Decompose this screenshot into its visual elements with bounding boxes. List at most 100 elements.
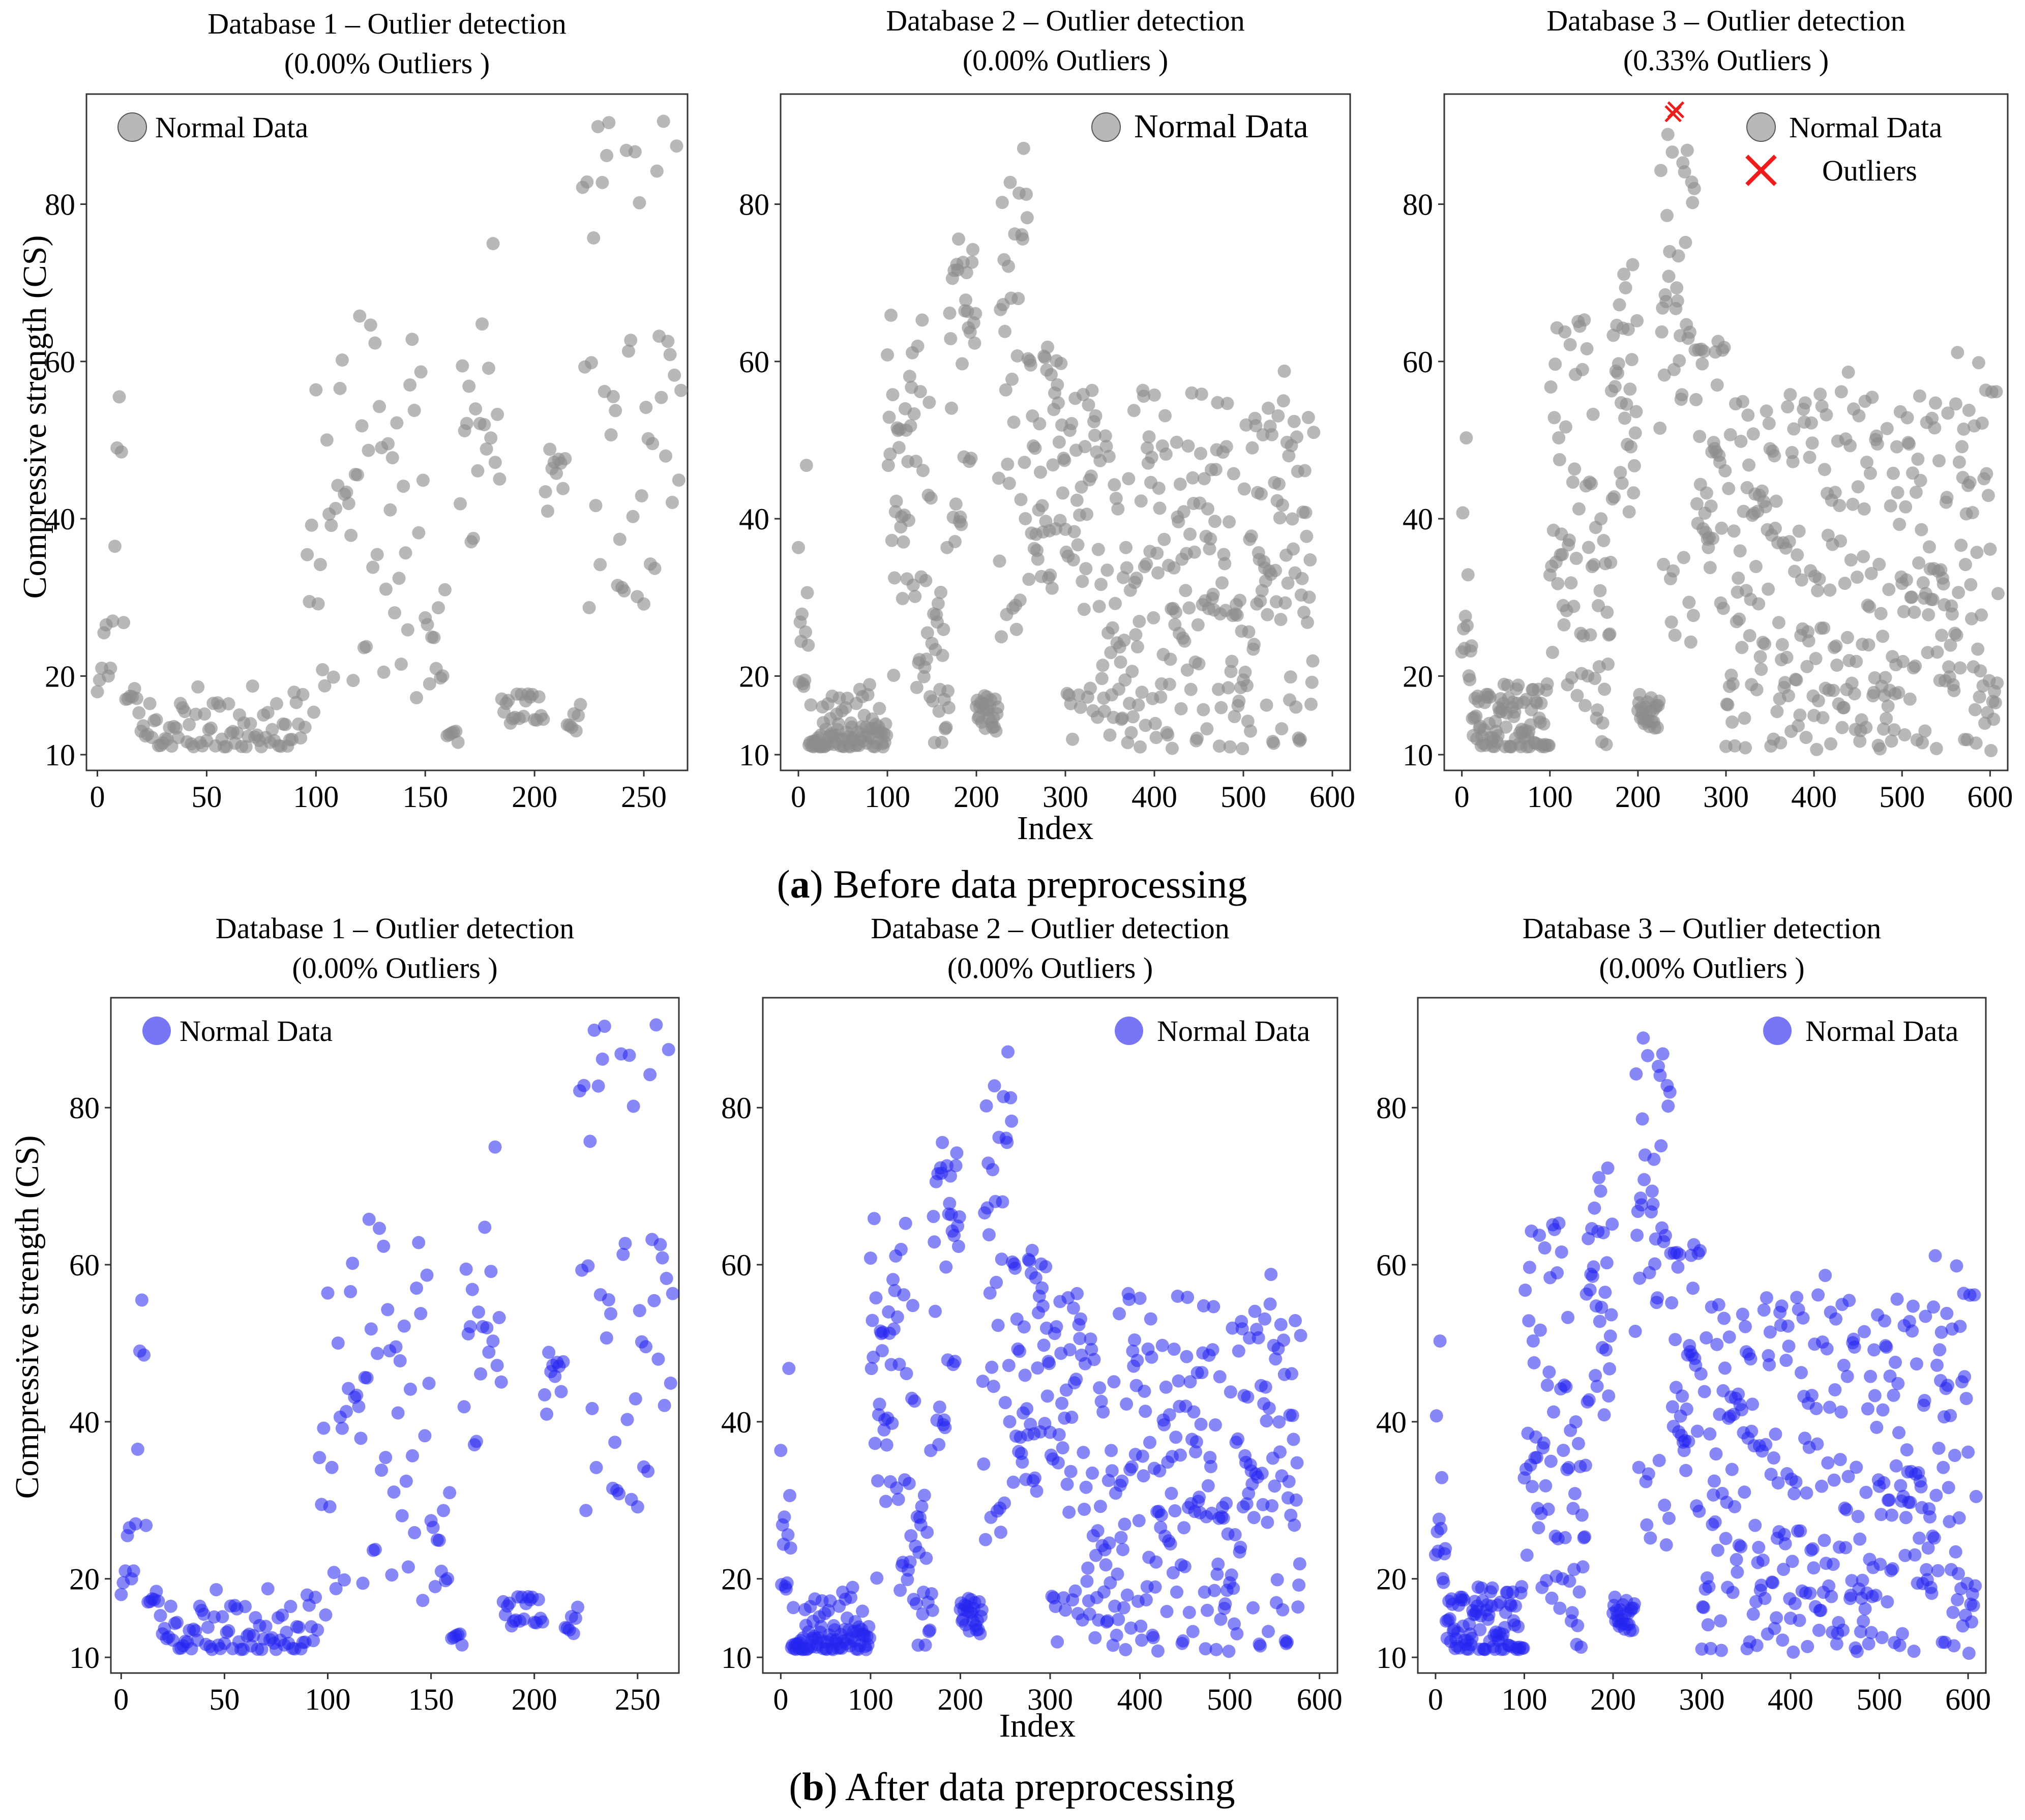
scatter-point [465, 1282, 479, 1296]
scatter-point [1144, 1312, 1157, 1326]
scatter-point [1233, 593, 1246, 607]
scatter-point [606, 390, 620, 403]
scatter-point [881, 348, 894, 362]
scatter-point [1733, 544, 1747, 558]
scatter-point [1108, 478, 1121, 492]
scatter-point [1736, 1307, 1749, 1321]
scatter-point [1814, 1603, 1828, 1617]
x-tick-label: 0 [773, 1683, 788, 1716]
scatter-point [1307, 426, 1321, 439]
y-tick-label: 10 [739, 738, 769, 772]
scatter-point [1833, 1453, 1847, 1467]
scatter-point [1187, 545, 1201, 559]
scatter-point [949, 497, 963, 511]
scatter-point [1789, 1475, 1803, 1489]
scatter-point [1260, 698, 1273, 712]
scatter-point [1693, 1244, 1707, 1258]
scatter-point [428, 1580, 442, 1593]
scatter-point [1304, 697, 1318, 711]
y-tick-label: 40 [739, 502, 769, 536]
scatter-point [1630, 314, 1644, 327]
scatter-point [1139, 1593, 1153, 1606]
scatter-point [1858, 1602, 1872, 1616]
scatter-point [152, 1594, 165, 1608]
scatter-point [1147, 611, 1160, 624]
scatter-point [1785, 1555, 1799, 1568]
scatter-point [1962, 403, 1976, 417]
scatter-point [1277, 1333, 1291, 1347]
scatter-point [1107, 1375, 1121, 1389]
scatter-point [1285, 1367, 1298, 1381]
scatter-point [1746, 1607, 1760, 1621]
scatter-point [955, 518, 968, 531]
scatter-point [1538, 1241, 1552, 1255]
scatter-point [385, 451, 399, 465]
scatter-point [1680, 143, 1694, 157]
scatter-point [880, 1438, 894, 1452]
scatter-point [1228, 710, 1241, 723]
scatter-point [276, 1608, 289, 1622]
x-tick-label: 100 [1501, 1683, 1547, 1716]
scatter-point [935, 735, 948, 749]
scatter-point [1974, 664, 1987, 678]
scatter-point [416, 1594, 430, 1607]
scatter-point [931, 597, 945, 610]
scatter-point [1084, 1332, 1097, 1346]
scatter-point [1194, 446, 1207, 460]
scatter-point [641, 1465, 655, 1478]
scatter-point [1809, 1401, 1823, 1415]
scatter-point [1079, 562, 1093, 576]
scatter-point [319, 1608, 333, 1622]
scatter-point [1289, 1493, 1303, 1507]
scatter-point [1562, 533, 1576, 547]
scatter-point [1230, 1627, 1244, 1640]
scatter-point [617, 584, 631, 598]
scatter-point [1822, 1579, 1836, 1593]
scatter-point [1748, 1518, 1762, 1532]
x-tick-label: 100 [305, 1683, 350, 1716]
scatter-point [1927, 1300, 1940, 1314]
scatter-point [1793, 708, 1807, 722]
scatter-point [1269, 563, 1282, 577]
scatter-point [1028, 441, 1042, 455]
scatter-point [422, 1377, 436, 1390]
scatter-point [1259, 1380, 1272, 1394]
scatter-point [1706, 531, 1719, 545]
scatter-point [948, 1355, 962, 1368]
scatter-point [1769, 494, 1783, 508]
scatter-point [1124, 726, 1138, 739]
scatter-point [216, 1610, 229, 1624]
scatter-point [1698, 1385, 1711, 1398]
scatter-point [1130, 572, 1143, 585]
scatter-point [1557, 618, 1571, 632]
scatter-point [998, 324, 1011, 338]
scatter-point [1206, 1343, 1219, 1357]
scatter-point [368, 1543, 382, 1556]
scatter-point [350, 1388, 364, 1402]
scatter-point [1254, 1639, 1267, 1653]
scatter-point [1091, 543, 1105, 556]
scatter-point [1718, 464, 1732, 478]
scatter-point [1148, 717, 1162, 730]
scatter-point [1568, 1487, 1582, 1501]
y-tick-label: 20 [739, 660, 769, 693]
scatter-point [649, 1018, 663, 1032]
scatter-point [1680, 1403, 1693, 1416]
scatter-point [964, 452, 978, 465]
scatter-points [792, 141, 1321, 756]
scatter-point [1617, 267, 1631, 281]
scatter-point [91, 685, 104, 699]
scatter-point [1223, 515, 1236, 529]
x-tick-label: 100 [1527, 780, 1573, 814]
scatter-point [1574, 1640, 1588, 1654]
scatter-point [480, 442, 493, 456]
chart-title: Database 2 – Outlier detection [871, 912, 1229, 945]
scatter-point [1714, 1614, 1728, 1628]
scatter-point [1248, 1304, 1262, 1318]
scatter-point [1743, 629, 1756, 642]
scatter-point [582, 601, 596, 614]
scatter-point [1807, 1561, 1821, 1575]
scatter-point [197, 1607, 211, 1621]
scatter-point [1268, 1479, 1282, 1493]
scatter-point [1859, 1485, 1873, 1499]
